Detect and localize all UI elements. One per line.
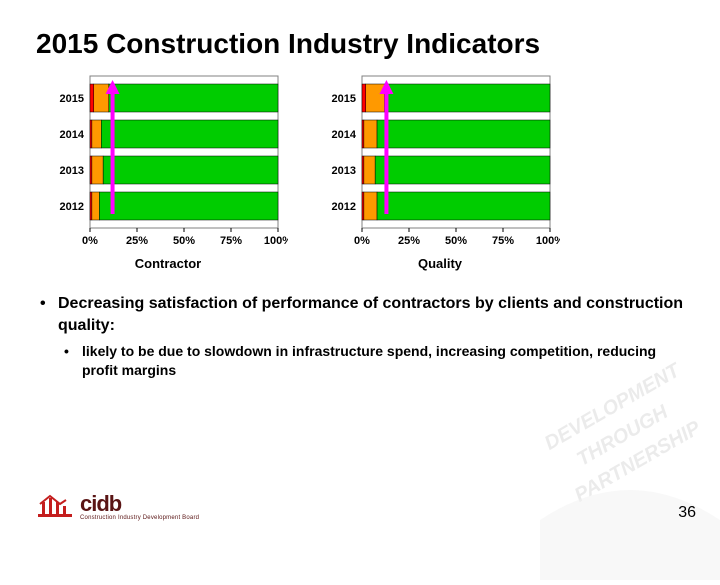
svg-text:2013: 2013: [332, 165, 356, 177]
svg-text:25%: 25%: [126, 235, 148, 247]
cidb-logo-mark-icon: [36, 492, 74, 522]
svg-text:2012: 2012: [60, 201, 84, 213]
svg-text:2014: 2014: [60, 129, 85, 141]
bullet-sub-1: likely to be due to slowdown in infrastr…: [58, 342, 684, 380]
svg-text:75%: 75%: [492, 235, 514, 247]
bullet-main: Decreasing satisfaction of performance o…: [36, 293, 684, 380]
charts-row: 2015 2014 2013 2012 0% 25% 50% 75% 100% Contract…: [48, 70, 684, 271]
svg-text:2015: 2015: [60, 93, 84, 105]
chart-contractor-caption: Contractor: [135, 256, 201, 271]
svg-text:2013: 2013: [60, 165, 84, 177]
sub-bullet-list: likely to be due to slowdown in infrastr…: [58, 342, 684, 380]
svg-text:50%: 50%: [173, 235, 195, 247]
svg-text:75%: 75%: [220, 235, 242, 247]
cidb-subtitle: Construction Industry Development Board: [80, 515, 199, 521]
svg-text:2012: 2012: [332, 201, 356, 213]
svg-text:2014: 2014: [332, 129, 357, 141]
slide: 2015 Construction Industry Indicators 20…: [0, 0, 720, 540]
chart-contractor-svg: 2015 2014 2013 2012 0% 25% 50% 75% 100%: [48, 70, 288, 250]
cidb-name: cidb: [80, 493, 199, 515]
svg-text:100%: 100%: [536, 235, 560, 247]
chart-quality-caption: Quality: [418, 256, 462, 271]
cidb-logo-text: cidb Construction Industry Development B…: [80, 493, 199, 521]
svg-text:50%: 50%: [445, 235, 467, 247]
chart-contractor: 2015 2014 2013 2012 0% 25% 50% 75% 100% Contract…: [48, 70, 288, 271]
page-title: 2015 Construction Industry Indicators: [36, 28, 684, 60]
svg-text:100%: 100%: [264, 235, 288, 247]
footer: cidb Construction Industry Development B…: [36, 492, 696, 522]
svg-text:2015: 2015: [332, 93, 356, 105]
chart-quality: 2015 2014 2013 2012 0% 25% 50% 75% 100% Quality: [320, 70, 560, 271]
cidb-logo: cidb Construction Industry Development B…: [36, 492, 199, 522]
bullet-list: Decreasing satisfaction of performance o…: [36, 293, 684, 380]
page-number: 36: [678, 504, 696, 522]
svg-text:25%: 25%: [398, 235, 420, 247]
bullet-main-text: Decreasing satisfaction of performance o…: [58, 295, 683, 334]
svg-text:0%: 0%: [82, 235, 98, 247]
chart-quality-svg: 2015 2014 2013 2012 0% 25% 50% 75% 100%: [320, 70, 560, 250]
svg-text:0%: 0%: [354, 235, 370, 247]
